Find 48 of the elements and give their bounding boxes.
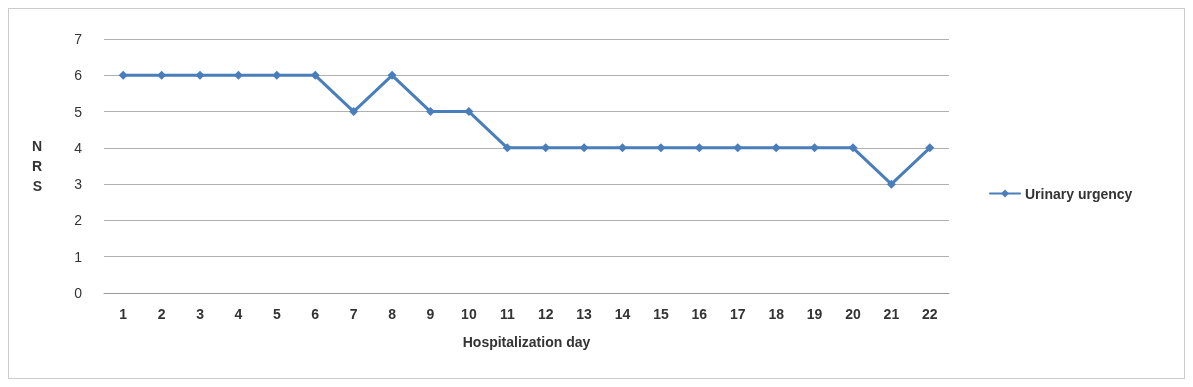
x-tick-label: 3 (196, 306, 205, 322)
point (579, 143, 589, 153)
x-tick-label: 22 (922, 306, 938, 322)
x-tick-label: 21 (883, 306, 900, 322)
x-axis-title: Hospitalization day (462, 334, 591, 350)
point (118, 70, 128, 80)
y-tick-label: 3 (74, 176, 83, 193)
y-tick-label: 2 (74, 212, 83, 229)
point (349, 107, 359, 117)
point (502, 143, 512, 153)
x-tick-label: 20 (845, 306, 861, 322)
point (733, 143, 743, 153)
y-tick-label: 4 (74, 139, 83, 156)
x-tick-label: 6 (311, 306, 320, 322)
x-tick-label: 1 (119, 306, 128, 322)
x-tick-label: 2 (157, 306, 166, 322)
x-tick-label: 12 (537, 306, 554, 322)
point (656, 143, 666, 153)
x-tick-label: 10 (461, 306, 477, 322)
legend-label: Urinary urgency (1025, 185, 1133, 202)
x-tick-label: 16 (691, 306, 708, 322)
x-tick-label: 9 (426, 306, 435, 322)
x-tick-label: 4 (234, 306, 243, 322)
x-tick-label: 13 (576, 306, 593, 322)
point (272, 70, 282, 80)
x-tick-label: 17 (729, 306, 746, 322)
x-tick-label: 18 (768, 306, 785, 322)
point (310, 70, 320, 80)
y-axis-title: NRS (31, 138, 42, 194)
point (195, 70, 205, 80)
x-tick-label: 11 (499, 306, 515, 322)
x-tick-label: 5 (272, 306, 281, 322)
y-tick-label: 7 (74, 31, 83, 47)
x-tick-label: 15 (653, 306, 669, 322)
x-tick-label: 7 (349, 306, 358, 322)
point (771, 143, 781, 153)
point (925, 143, 935, 153)
x-tick-label: 8 (388, 306, 397, 322)
point (886, 179, 896, 189)
y-tick-label: 1 (74, 248, 83, 265)
y-tick-label: 0 (74, 285, 83, 301)
y-tick-label: 5 (74, 103, 83, 120)
x-tick-label: 19 (806, 306, 823, 322)
y-tick-label: 6 (74, 67, 83, 84)
point (387, 70, 397, 80)
x-tick-label: 14 (614, 306, 631, 322)
point (425, 107, 435, 117)
point (848, 143, 858, 153)
